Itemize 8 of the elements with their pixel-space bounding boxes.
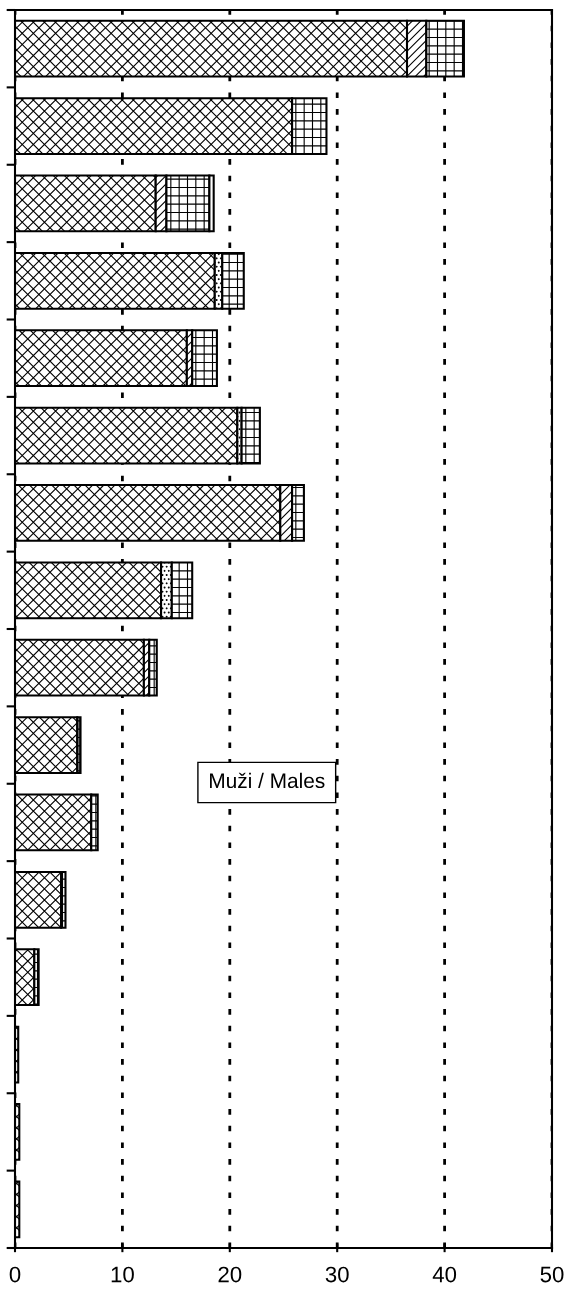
x-tick-label: 0	[9, 1266, 21, 1283]
annotation: Muži / Males	[210, 772, 325, 789]
x-tick-label: 30	[325, 1266, 349, 1283]
x-tick-label: 50	[540, 1266, 564, 1283]
x-tick-label: 40	[432, 1266, 457, 1283]
bar	[240, 406, 261, 465]
x-tick-label: 20	[218, 1266, 242, 1283]
x-tick-label: 10	[111, 1266, 134, 1283]
